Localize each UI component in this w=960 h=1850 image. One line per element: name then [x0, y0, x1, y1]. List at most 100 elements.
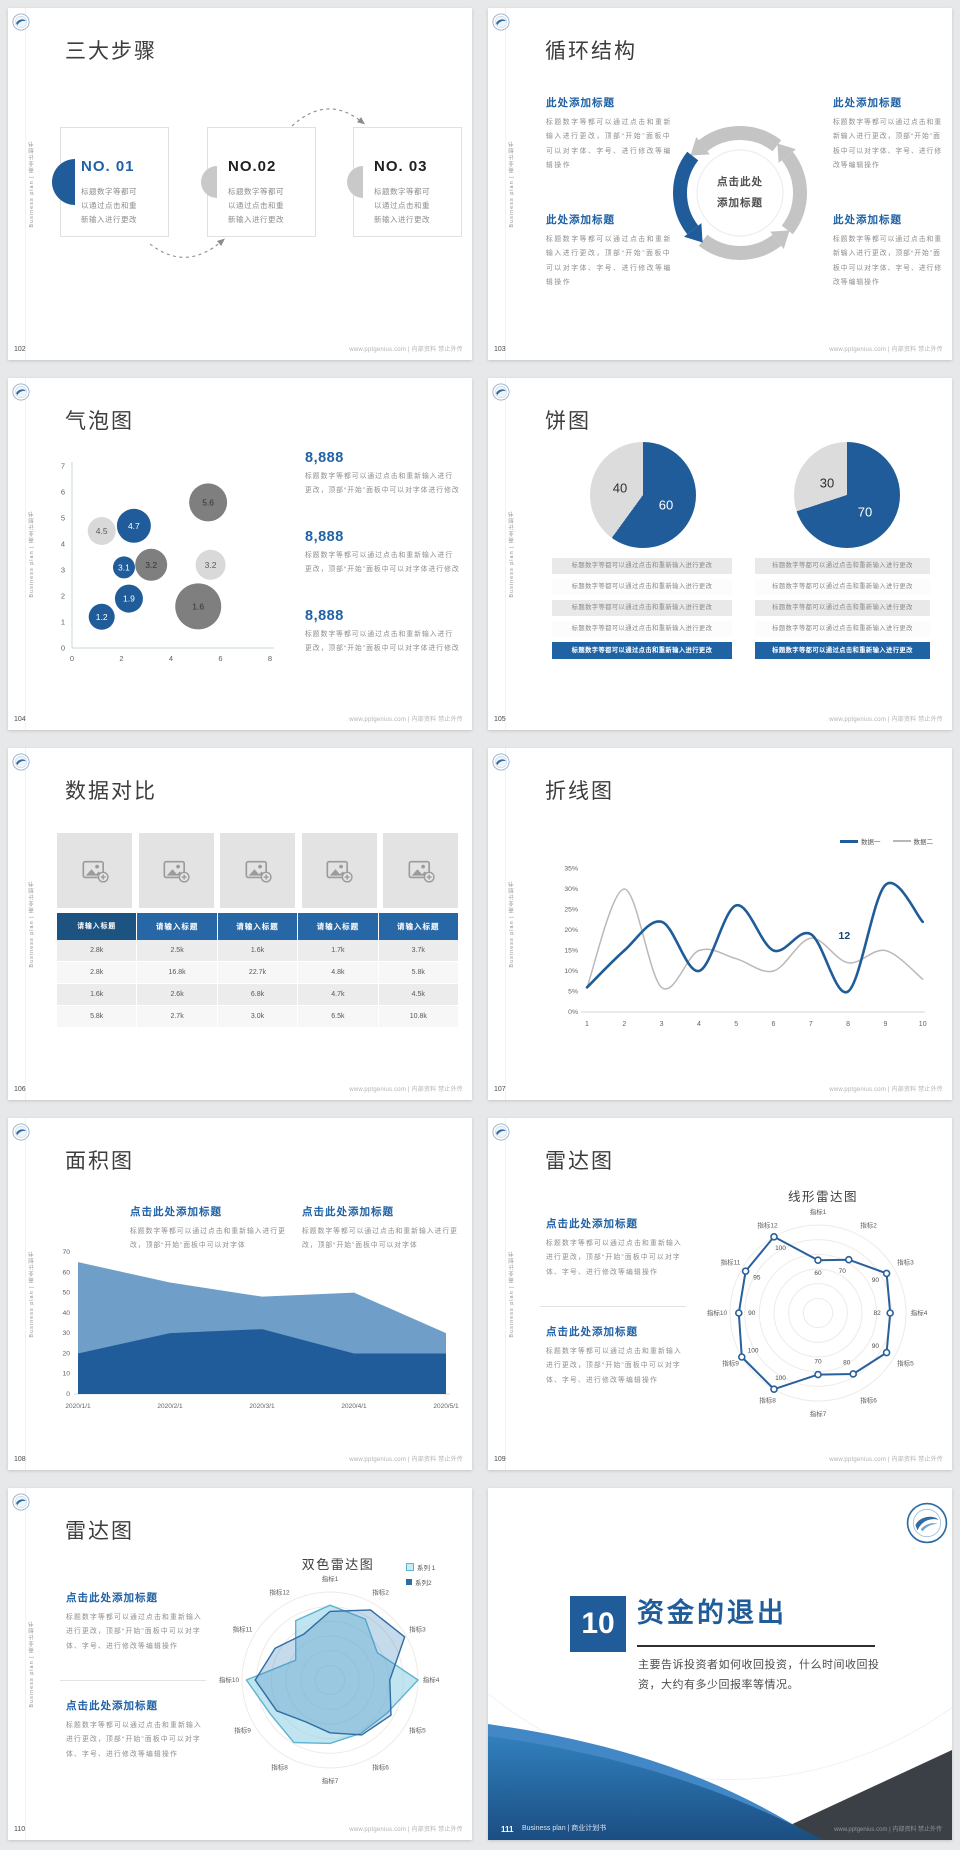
sidebar-vertical-text: Business plan | 商业计划书 [509, 510, 515, 598]
svg-text:80: 80 [843, 1360, 851, 1367]
comparison-table: 请输入标题 请输入标题 请输入标题 请输入标题 请输入标题 2.8k 2.5k 1.6k 1.… [57, 913, 458, 1027]
step-flow-arrows [149, 108, 366, 258]
block-heading: 点击此处添加标题 [130, 1206, 222, 1218]
svg-text:70: 70 [62, 1249, 70, 1256]
image-placeholder [138, 833, 214, 908]
svg-text:0: 0 [61, 644, 65, 653]
table-header-row: 请输入标题 请输入标题 请输入标题 请输入标题 请输入标题 [57, 913, 458, 940]
image-plus-icon [408, 860, 435, 883]
svg-text:90: 90 [872, 1343, 880, 1350]
brand-logo [12, 1493, 30, 1511]
svg-text:5.6: 5.6 [202, 497, 214, 507]
section-title: 资金的退出 [637, 1598, 787, 1628]
step-card-3: NO. 03 标题数字等都可以通过点击和重新输入进行更改 [347, 127, 462, 237]
text-block: 点击此处添加标题 标题数字等都可以通过点击和重新输入进行更改，顶部“开始”面板中… [302, 1204, 472, 1252]
block-body: 标题数字等都可以通过点击和重新输入进行更改，顶部“开始”面板中可以对字体 [130, 1228, 286, 1249]
divider-line [540, 1306, 686, 1307]
title-underline [637, 1645, 875, 1647]
step-body: 标题数字等都可以通过点击和重新输入进行更改 [81, 187, 137, 224]
list-item: 标题数字等都可以通过点击和重新输入进行更改 [755, 621, 930, 637]
image-placeholder [57, 833, 132, 908]
legend-label: 系列 1 [417, 1565, 436, 1572]
svg-text:90: 90 [748, 1310, 756, 1317]
sidebar-vertical-text: Business plan | 商业计划书 [29, 510, 35, 598]
page-number: 106 [14, 1086, 26, 1093]
pie-label: 60 [658, 497, 674, 513]
stat-value: 8,888 [305, 529, 344, 545]
step-accent-shape [201, 166, 217, 198]
sidebar-vertical-text: Business plan | 商业计划书 [29, 880, 35, 968]
svg-text:100: 100 [748, 1348, 759, 1355]
footer-url: www.pptgenius.com | 内部资料 禁止外传 [829, 1457, 943, 1463]
list-item: 标题数字等都可以通过点击和重新输入进行更改 [552, 558, 732, 574]
svg-text:指标9: 指标9 [722, 1359, 739, 1368]
table-cell: 2.8k [57, 940, 137, 961]
stat-body: 标题数字等都可以通过点击和重新输入进行更改，顶部“开始”面板中可以对字体进行修改 [305, 631, 460, 652]
list-item: 标题数字等都可以通过点击和重新输入进行更改 [755, 558, 930, 574]
radar-chart: 指标1 指标2 指标3 指标4 指标5 指标6 指标7 指标8 指标9 指标10 指标11 指标12 [219, 1574, 440, 1785]
slide-106: Business plan | 商业计划书 106 www.pptgenius.co… [8, 748, 472, 1100]
brand-logo [906, 1502, 948, 1544]
svg-text:指标4: 指标4 [911, 1308, 928, 1317]
stat-value: 8,888 [305, 450, 344, 466]
divider-line [60, 1680, 206, 1681]
svg-text:9: 9 [883, 1021, 887, 1028]
step-number: NO.02 [228, 158, 277, 175]
text-block: 点击此处添加标题 标题数字等都可以通过点击和重新输入进行更改，顶部“开始”面板中… [546, 1216, 684, 1280]
table-cell: 5.8k [57, 1006, 137, 1027]
svg-text:1.6: 1.6 [192, 601, 204, 611]
slide-title: 面积图 [65, 1150, 134, 1173]
block-heading: 点击此处添加标题 [66, 1700, 158, 1712]
table-cell: 6.5k [298, 1006, 378, 1027]
table-cell: 3.7k [378, 940, 458, 961]
footer-url: www.pptgenius.com | 内部资料 禁止外传 [829, 1087, 943, 1093]
svg-text:指标6: 指标6 [860, 1395, 877, 1404]
text-block: 点击此处添加标题 标题数字等都可以通过点击和重新输入进行更改，顶部“开始”面板中… [66, 1698, 204, 1762]
slide-title: 循环结构 [545, 40, 637, 63]
svg-text:指标9: 指标9 [234, 1726, 251, 1735]
svg-text:1: 1 [585, 1021, 589, 1028]
table-cell: 2.8k [57, 962, 137, 983]
text-block: 此处添加标题 标题数字等都可以通过点击和重新输入进行更改，顶部“开始”面板中可以… [546, 212, 678, 290]
brand-logo [12, 753, 30, 771]
legend-label: 数据二 [913, 839, 934, 846]
svg-text:指标11: 指标11 [721, 1258, 741, 1267]
svg-text:30%: 30% [564, 886, 578, 893]
slide-103: Business plan | 商业计划书 103 www.pptgenius.co… [488, 8, 952, 360]
svg-text:2020/1/1: 2020/1/1 [65, 1403, 91, 1410]
sidebar-vertical-text: Business plan | 商业计划书 [509, 880, 515, 968]
svg-text:4.5: 4.5 [96, 526, 108, 536]
svg-text:指标3: 指标3 [409, 1625, 426, 1634]
block-body: 标题数字等都可以通过点击和重新输入进行更改，顶部“开始”面板中可以对字体、字号、… [546, 1240, 682, 1276]
svg-text:50: 50 [62, 1290, 70, 1297]
cycle-center-label: 点击此处添加标题 [717, 176, 763, 209]
table-cell: 1.6k [217, 940, 298, 961]
slide-title: 饼图 [545, 410, 591, 433]
pie-chart-right [794, 442, 900, 548]
step-body: 标题数字等都可以通过点击和重新输入进行更改 [374, 187, 430, 224]
brand-logo [492, 383, 510, 401]
table-header-cell: 请输入标题 [378, 913, 458, 940]
image-placeholder [301, 833, 377, 908]
image-plus-icon [245, 860, 272, 883]
list-item: 标题数字等都可以通过点击和重新输入进行更改 [755, 600, 930, 616]
page-number: 104 [14, 716, 26, 723]
table-cell: 2.7k [137, 1006, 217, 1027]
table-cell: 16.8k [137, 962, 217, 983]
svg-text:5: 5 [734, 1021, 738, 1028]
svg-text:2020/5/1: 2020/5/1 [433, 1403, 459, 1410]
svg-text:指标12: 指标12 [757, 1221, 778, 1230]
svg-text:6: 6 [61, 488, 65, 497]
table-header-cell: 请输入标题 [217, 913, 298, 940]
svg-text:40: 40 [62, 1310, 70, 1317]
step-card-1: NO. 01 标题数字等都可以通过点击和重新输入进行更改 [52, 127, 169, 237]
table-cell: 1.7k [298, 940, 378, 961]
slide-107: Business plan | 商业计划书 107 www.pptgenius.co… [488, 748, 952, 1100]
step-body: 标题数字等都可以通过点击和重新输入进行更改 [228, 187, 284, 224]
svg-text:指标11: 指标11 [233, 1625, 253, 1634]
list-item: 标题数字等都可以通过点击和重新输入进行更改 [552, 642, 732, 659]
area-chart: 0 10 20 30 40 50 60 70 2020/1/1 2020/2/1 2020/3/1 2… [62, 1249, 459, 1410]
series2-swatch [406, 1579, 412, 1585]
brand-logo-icon [492, 13, 510, 31]
pie-label: 30 [819, 475, 835, 491]
